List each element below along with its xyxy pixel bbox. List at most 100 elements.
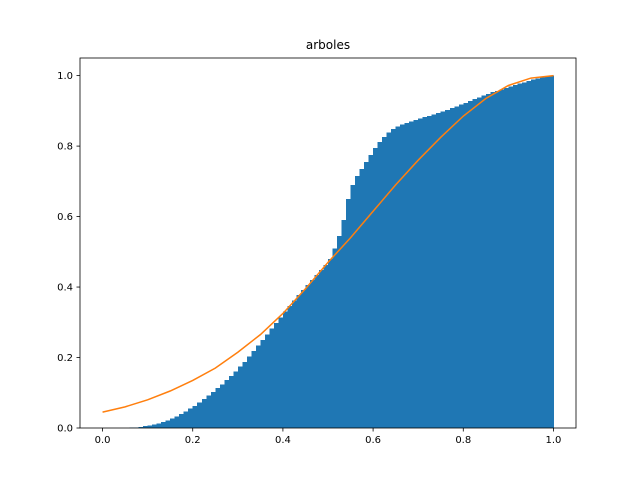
histogram-bar bbox=[197, 402, 203, 428]
histogram-bar bbox=[535, 78, 541, 428]
histogram-bar bbox=[449, 108, 455, 428]
histogram-bar bbox=[391, 129, 397, 428]
y-tick-label: 1.0 bbox=[57, 71, 73, 82]
histogram-bar bbox=[188, 408, 194, 428]
histogram-bar bbox=[485, 93, 491, 428]
histogram-bar bbox=[454, 106, 460, 428]
histogram-bar bbox=[359, 169, 365, 428]
histogram-bar bbox=[179, 413, 185, 428]
histogram-bar bbox=[386, 132, 392, 428]
histogram-bar bbox=[395, 126, 401, 429]
histogram-bar bbox=[427, 115, 433, 428]
histogram-bar bbox=[161, 422, 167, 428]
histogram-bar bbox=[526, 80, 532, 429]
histogram-bar bbox=[467, 100, 473, 429]
histogram-bar bbox=[521, 82, 527, 428]
histogram-bar bbox=[431, 114, 437, 428]
axes-frame bbox=[79, 57, 577, 429]
x-tick-label: 0.8 bbox=[455, 435, 471, 446]
histogram-bar bbox=[152, 424, 158, 428]
histogram-bar bbox=[170, 418, 176, 428]
y-tick-label: 0.4 bbox=[57, 283, 73, 294]
histogram-bar bbox=[156, 423, 162, 428]
histogram-bar bbox=[530, 79, 536, 428]
histogram-bar bbox=[445, 109, 451, 429]
histogram-bar bbox=[440, 111, 446, 428]
x-tick-label: 0.0 bbox=[95, 435, 111, 446]
histogram-bar bbox=[413, 120, 419, 429]
x-tick-label: 0.4 bbox=[275, 435, 291, 446]
histogram-bar bbox=[305, 284, 311, 428]
histogram-bar bbox=[418, 118, 424, 429]
histogram-bar bbox=[255, 345, 261, 428]
histogram-bar bbox=[472, 99, 478, 428]
histogram-bar bbox=[147, 425, 153, 428]
histogram-bar bbox=[318, 270, 324, 428]
histogram-bar bbox=[508, 86, 514, 428]
histogram-bar bbox=[314, 275, 320, 428]
histogram-bar bbox=[512, 85, 518, 428]
histogram-bar bbox=[264, 334, 270, 428]
x-tick-label: 1.0 bbox=[546, 435, 562, 446]
cdf-line bbox=[102, 74, 554, 413]
histogram-bar bbox=[273, 322, 279, 428]
histogram-bar bbox=[490, 92, 496, 429]
histogram-bar bbox=[300, 289, 306, 428]
histogram-bar bbox=[323, 265, 329, 428]
histogram-bar bbox=[368, 154, 374, 428]
histogram-bar bbox=[260, 339, 266, 428]
histogram-bar bbox=[183, 411, 189, 428]
histogram-bar bbox=[309, 280, 315, 428]
histogram-bar bbox=[278, 317, 284, 428]
histogram-bar bbox=[341, 220, 347, 428]
histogram-bar bbox=[242, 361, 248, 428]
histogram-bar bbox=[364, 161, 369, 428]
histogram-bar bbox=[174, 416, 180, 428]
histogram-bar bbox=[328, 258, 333, 428]
histogram-bar bbox=[503, 87, 509, 428]
histogram-bar bbox=[228, 375, 234, 428]
histogram-bar bbox=[206, 395, 212, 428]
histogram-bar bbox=[246, 356, 252, 428]
histogram-bar bbox=[548, 75, 554, 429]
histogram-bar bbox=[138, 426, 144, 428]
histogram-bar bbox=[215, 388, 221, 428]
histogram-bar bbox=[346, 198, 351, 428]
y-tick-label: 0.8 bbox=[57, 142, 73, 153]
histogram-bar bbox=[337, 235, 342, 428]
histogram-bar bbox=[332, 248, 338, 428]
histogram-bar bbox=[409, 121, 415, 429]
histogram-bar bbox=[382, 136, 388, 428]
histogram-bar bbox=[517, 83, 523, 428]
histogram-bar bbox=[287, 306, 293, 428]
histogram-bar bbox=[463, 102, 469, 428]
histogram-bar bbox=[539, 77, 545, 428]
histogram-bar bbox=[373, 147, 378, 429]
histogram-bar bbox=[192, 405, 198, 428]
x-tick-label: 0.6 bbox=[365, 435, 381, 446]
histogram-bar bbox=[400, 124, 406, 428]
histogram-bar bbox=[436, 112, 442, 428]
histogram-bar bbox=[422, 117, 428, 428]
histogram-bar bbox=[476, 97, 482, 428]
chart-title: arboles bbox=[306, 38, 350, 52]
histogram-bar bbox=[355, 176, 360, 428]
histogram-bar bbox=[282, 311, 288, 428]
histogram-bar bbox=[458, 104, 464, 428]
histogram-bar bbox=[143, 426, 149, 428]
histogram-bar bbox=[544, 76, 550, 428]
y-tick-label: 0.2 bbox=[57, 353, 73, 364]
histogram-bar bbox=[494, 90, 500, 429]
histogram-bar bbox=[233, 371, 239, 428]
y-tick-label: 0.6 bbox=[57, 212, 73, 223]
histogram-bar bbox=[291, 300, 297, 428]
histogram-bar bbox=[404, 122, 410, 428]
histogram-bar bbox=[499, 89, 505, 429]
histogram-bar bbox=[377, 141, 383, 428]
plot-area: 0.0 0.2 0.4 0.6 0.8 1.0 0.0 0.2 0.4 0.6 0.8 1.0 bbox=[57, 57, 577, 446]
histogram-bar bbox=[350, 184, 356, 428]
histogram-bar bbox=[237, 366, 243, 428]
x-tick-label: 0.2 bbox=[185, 435, 201, 446]
histogram-bar bbox=[269, 328, 275, 428]
